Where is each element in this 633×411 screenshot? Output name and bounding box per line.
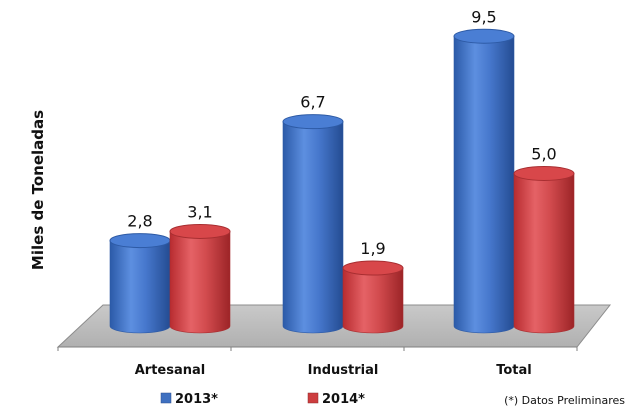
bar-body bbox=[453, 35, 515, 334]
bar-industrial-2014 bbox=[342, 260, 404, 334]
bar-top bbox=[169, 223, 231, 239]
legend: 2013* 2014* bbox=[160, 392, 365, 407]
value-label: 3,1 bbox=[187, 202, 212, 221]
value-labels: 2,8 3,1 6,7 1,9 9,5 5,0 bbox=[127, 7, 556, 258]
bar-body bbox=[109, 240, 171, 334]
value-label: 2,8 bbox=[127, 212, 152, 231]
legend-swatch-2013 bbox=[160, 392, 172, 404]
bar-artesanal-2014 bbox=[169, 223, 231, 334]
category-labels: Artesanal Industrial Total bbox=[135, 363, 532, 378]
bar-body bbox=[282, 121, 344, 334]
value-label: 5,0 bbox=[531, 145, 556, 164]
bar-artesanal-2013 bbox=[109, 233, 171, 334]
bar-body bbox=[513, 173, 575, 334]
y-axis-title: Miles de Toneladas bbox=[29, 110, 47, 270]
bar-total-2014 bbox=[513, 166, 575, 334]
category-label-total: Total bbox=[496, 363, 532, 378]
value-label: 6,7 bbox=[300, 93, 325, 112]
legend-swatch-2014 bbox=[307, 392, 319, 404]
value-label: 9,5 bbox=[471, 7, 496, 26]
bar-top bbox=[453, 28, 515, 44]
bar-top bbox=[513, 166, 575, 181]
bar-top bbox=[109, 233, 171, 249]
bar-body bbox=[169, 231, 231, 334]
bar-top bbox=[282, 114, 344, 130]
bar-total-2013 bbox=[453, 28, 515, 334]
bar-top bbox=[342, 260, 404, 276]
bars bbox=[109, 28, 575, 334]
legend-label-2013: 2013* bbox=[175, 392, 218, 407]
bar-body bbox=[342, 267, 404, 334]
bar-industrial-2013 bbox=[282, 114, 344, 334]
legend-label-2014: 2014* bbox=[322, 392, 365, 407]
category-label-artesanal: Artesanal bbox=[135, 363, 206, 378]
footnote: (*) Datos Preliminares bbox=[504, 394, 625, 407]
value-label: 1,9 bbox=[360, 239, 385, 258]
category-label-industrial: Industrial bbox=[308, 363, 379, 378]
